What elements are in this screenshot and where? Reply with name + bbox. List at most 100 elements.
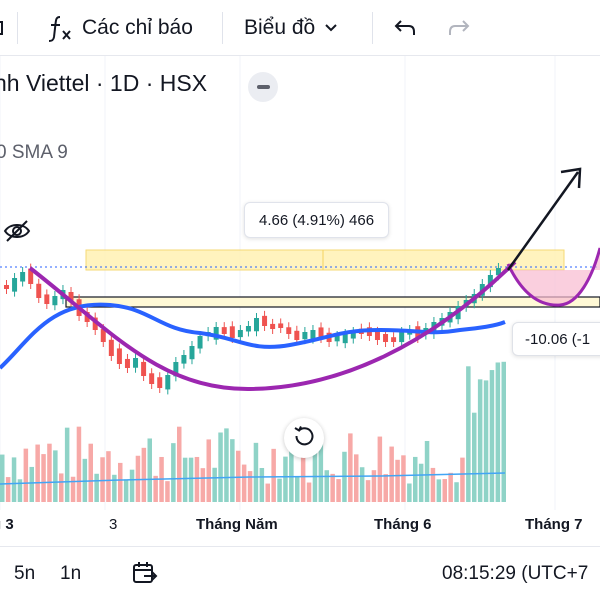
candle-body (245, 326, 251, 332)
volume-bar (236, 450, 241, 502)
volume-bar (17, 479, 23, 502)
volume-bar (430, 467, 436, 502)
volume-bar (348, 433, 353, 502)
handle-curve (506, 247, 600, 307)
price-chart[interactable] (0, 56, 600, 546)
undo-button[interactable] (392, 10, 418, 46)
volume-bar (371, 470, 377, 502)
volume-bar (265, 483, 270, 502)
x-axis-label: 3 (109, 516, 118, 533)
volume-bar (112, 474, 117, 502)
reset-chart-button[interactable] (284, 418, 324, 458)
volume-bar (389, 446, 394, 502)
range-5n-button[interactable]: 5n (14, 563, 36, 584)
minus-icon (256, 85, 270, 89)
clock-timezone[interactable]: 08:15:29 (UTC+7 (442, 563, 589, 584)
volume-bar (70, 476, 76, 502)
volume-bar (224, 428, 229, 502)
indicators-label: Các chỉ báo (82, 16, 193, 39)
volume-bar (206, 439, 211, 502)
volume-bar (212, 467, 217, 502)
top-toolbar: Các chỉ báo Biểu đồ (0, 0, 600, 56)
legend-collapse-button[interactable] (248, 72, 278, 102)
candle-body (157, 377, 163, 388)
projection-arrow-line (506, 171, 580, 271)
volume-bar (218, 432, 223, 502)
volume-bar (312, 441, 318, 502)
volume-bar (182, 457, 188, 502)
volume-bar (129, 469, 135, 502)
sma-legend[interactable]: 0 SMA 9 (0, 142, 68, 163)
function-fx-icon (46, 13, 74, 43)
candle-body (262, 315, 268, 326)
date-range-button[interactable] (130, 559, 158, 593)
volume-bar (94, 473, 99, 502)
candle-body (334, 336, 340, 342)
volume-bar (336, 479, 341, 502)
toolbar-cut-icon[interactable] (0, 10, 6, 46)
volume-bar (295, 476, 300, 502)
volume-average-line (0, 472, 506, 485)
candle-body (92, 317, 98, 330)
volume-bar (188, 457, 194, 502)
volume-bar (483, 380, 489, 502)
sma-line (0, 302, 506, 370)
volume-bar (76, 426, 82, 502)
volume-bar (330, 473, 335, 502)
volume-bar (436, 479, 442, 502)
volume-bar (300, 430, 306, 502)
volume-bar (177, 426, 182, 502)
volume-bar (377, 436, 383, 502)
x-axis-label: Tháng 7 (525, 516, 583, 533)
candle-body (52, 296, 58, 306)
volume-bar (41, 454, 46, 502)
volume-bar (359, 467, 365, 502)
candle-body (221, 327, 227, 334)
volume-bar (401, 455, 406, 502)
candle-body (495, 268, 501, 276)
candle-body (383, 334, 389, 342)
volume-bar (241, 464, 247, 502)
candle-body (181, 355, 187, 364)
volume-bar (247, 471, 253, 502)
handle-zone (508, 246, 600, 306)
candle-body (189, 346, 195, 360)
price-change-box: -10.06 (-1 (512, 322, 600, 356)
x-axis-label: g 3 (0, 516, 14, 533)
candle-body (318, 327, 324, 338)
chart-type-label: Biểu đồ (244, 16, 316, 39)
volume-bar (88, 443, 93, 502)
redo-button[interactable] (446, 10, 472, 46)
volume-bar (442, 479, 447, 502)
volume-bar (495, 362, 501, 502)
volume-bar (141, 447, 147, 502)
measure-tooltip: 4.66 (4.91%) 466 (244, 202, 390, 238)
price-zone-band (85, 249, 565, 271)
volume-bar (0, 454, 5, 502)
volume-bar (277, 478, 282, 502)
redo-icon (446, 17, 472, 39)
volume-bar (324, 470, 329, 502)
chart-type-dropdown[interactable]: Biểu đồ (244, 10, 339, 46)
eye-off-icon[interactable] (2, 218, 32, 249)
volume-bar (100, 457, 105, 502)
volume-bar (454, 482, 459, 502)
symbol-legend-title[interactable]: nh Viettel · 1D · HSX (0, 70, 208, 96)
candle-body (149, 373, 155, 384)
volume-bar (259, 467, 265, 502)
volume-bar (29, 466, 34, 502)
candle-body (229, 326, 235, 338)
volume-bar (35, 444, 40, 502)
candle-body (165, 375, 171, 390)
volume-bar (64, 427, 70, 502)
candle-body (254, 318, 259, 332)
candle-body (44, 294, 50, 304)
range-1n-button[interactable]: 1n (60, 563, 82, 584)
volume-bar (147, 438, 152, 502)
volume-bar (501, 361, 506, 502)
candle-body (310, 330, 316, 339)
candle-body (286, 327, 292, 334)
volume-bar (230, 439, 235, 502)
indicators-button[interactable]: Các chỉ báo (46, 10, 193, 46)
volume-bar (47, 443, 52, 502)
